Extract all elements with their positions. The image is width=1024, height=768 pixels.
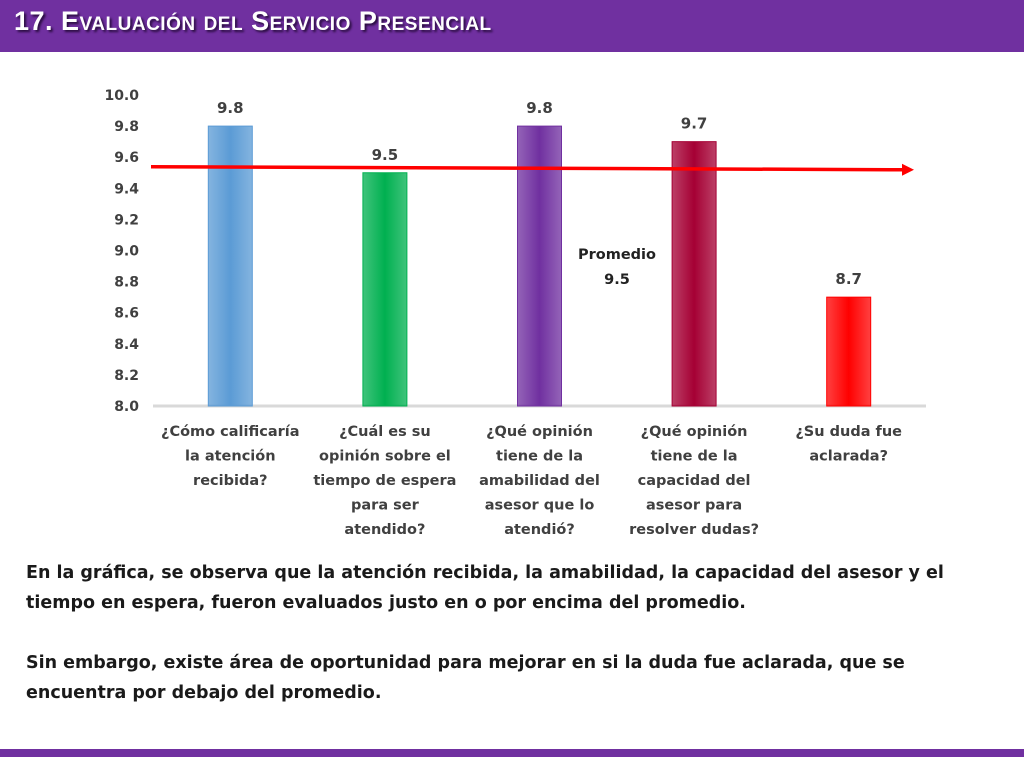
bar-chart: 8.08.28.48.68.89.09.29.49.69.810.0 9.89.… — [104, 88, 926, 538]
y-tick-label: 9.2 — [114, 212, 139, 228]
bar — [826, 296, 872, 407]
y-tick-label: 8.8 — [114, 275, 139, 291]
category-label: ¿Qué opinión tiene de la capacidad del ases… — [629, 424, 759, 538]
category-labels: ¿Cómo calificaría la atención recibida?¿Cu… — [161, 424, 902, 538]
y-tick-label: 8.2 — [114, 368, 139, 384]
data-label: 9.7 — [681, 115, 708, 133]
average-line — [150, 165, 905, 172]
average-value: 9.5 — [604, 272, 630, 288]
y-tick-label: 10.0 — [104, 88, 139, 104]
data-label: 9.8 — [526, 99, 553, 117]
data-labels: 9.8 9.5 9.8 9.7 8.7 — [217, 99, 862, 288]
average-line-group: Promedio 9.5 — [150, 163, 914, 288]
bar — [671, 141, 717, 407]
average-label: Promedio — [578, 247, 656, 263]
page-title: 17. Evaluación del Servicio Presencial — [14, 6, 492, 36]
data-label: 9.5 — [372, 146, 399, 164]
category-label: ¿Su duda fue aclarada? — [795, 424, 902, 465]
y-tick-label: 8.0 — [114, 399, 139, 415]
analysis-text: En la gráfica, se observa que la atenció… — [26, 558, 1011, 738]
bar — [517, 125, 562, 407]
bars — [207, 125, 872, 407]
data-label: 9.8 — [217, 99, 244, 117]
paragraph-2: Sin embargo, existe área de oportunidad … — [26, 653, 905, 703]
paragraph-1: En la gráfica, se observa que la atenció… — [26, 563, 944, 613]
category-label: ¿Qué opinión tiene de la amabilidad del ase… — [479, 424, 600, 538]
y-tick-label: 8.4 — [114, 337, 139, 353]
y-tick-label: 9.0 — [114, 244, 139, 260]
y-tick-label: 9.8 — [114, 119, 139, 135]
average-arrow — [902, 163, 914, 176]
footer-bar — [0, 749, 1024, 757]
y-tick-label: 8.6 — [114, 306, 139, 322]
bar — [362, 172, 408, 407]
category-label: ¿Cómo calificaría la atención recibida? — [161, 424, 300, 489]
y-tick-label: 9.4 — [114, 181, 139, 197]
data-label: 8.7 — [835, 270, 862, 288]
title-bar: 17. Evaluación del Servicio Presencial — [0, 0, 1024, 52]
y-tick-label: 9.6 — [114, 150, 139, 166]
bar — [207, 125, 253, 407]
category-label: ¿Cuál es su opinión sobre el tiempo de esp… — [313, 424, 456, 538]
